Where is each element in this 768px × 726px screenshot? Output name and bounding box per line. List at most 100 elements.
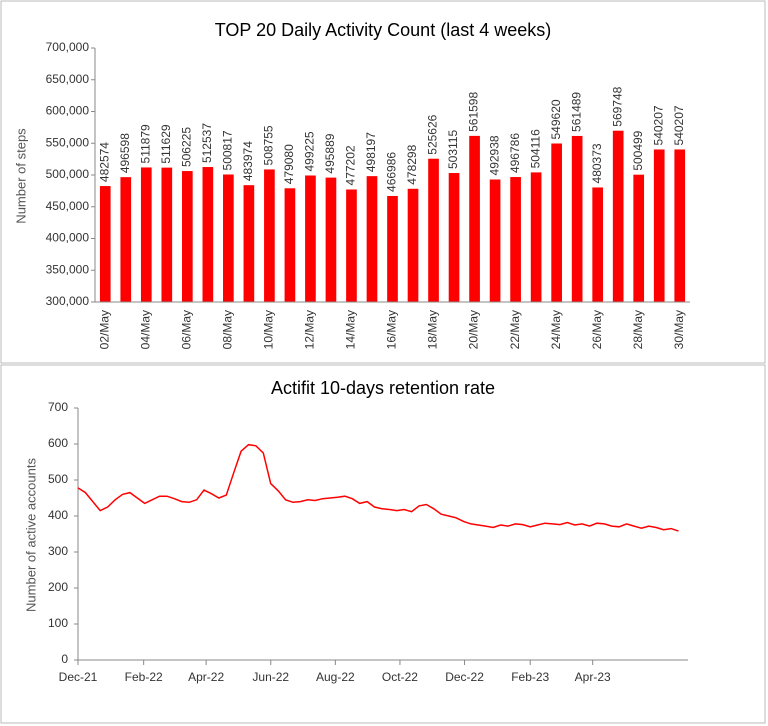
- data-label: 478298: [405, 144, 419, 184]
- y-tick-label: 700,000: [46, 40, 90, 54]
- bar: [140, 167, 152, 302]
- data-label: 525626: [426, 114, 440, 154]
- bar: [571, 135, 583, 302]
- bar: [653, 149, 665, 302]
- x-tick-label: Feb-22: [125, 670, 163, 684]
- x-tick-label: 18/May: [426, 310, 440, 349]
- x-tick-label: 26/May: [590, 310, 604, 349]
- y-axis-label: Number of steps: [13, 128, 28, 224]
- data-label: 503115: [446, 130, 460, 169]
- x-tick-label: Apr-22: [188, 670, 224, 684]
- panel: [0, 0, 766, 364]
- bar: [633, 174, 645, 302]
- bar: [346, 189, 357, 302]
- data-label: 498197: [364, 132, 378, 172]
- x-tick-label: Apr-23: [575, 670, 611, 684]
- x-tick-label: 12/May: [303, 310, 317, 349]
- panel: [0, 364, 766, 724]
- bar: [181, 171, 193, 302]
- data-label: 549620: [549, 99, 563, 139]
- bar: [428, 158, 439, 302]
- y-tick-label: 350,000: [46, 262, 90, 276]
- y-tick-label: 500,000: [46, 167, 90, 181]
- x-tick-label: 16/May: [385, 310, 399, 349]
- data-label: 500817: [221, 130, 235, 170]
- y-tick-label: 400,000: [46, 231, 90, 245]
- chart-title: Actifit 10-days retention rate: [271, 378, 495, 398]
- y-tick-label: 200: [48, 580, 68, 594]
- x-tick-label: 02/May: [97, 310, 111, 349]
- x-tick-label: 24/May: [549, 310, 563, 349]
- bar: [99, 186, 111, 302]
- y-tick-label: 450,000: [46, 199, 90, 213]
- bar: [284, 188, 296, 302]
- bar: [305, 175, 316, 302]
- data-label: 561489: [569, 92, 583, 132]
- bar: [387, 195, 398, 302]
- y-tick-label: 300,000: [46, 294, 90, 308]
- data-label: 508755: [262, 125, 276, 165]
- data-label: 500499: [631, 130, 645, 170]
- bar: [592, 187, 604, 302]
- data-label: 506225: [179, 127, 193, 167]
- bar: [161, 167, 173, 302]
- x-tick-label: 08/May: [221, 310, 235, 349]
- data-label: 466986: [385, 152, 399, 192]
- y-tick-label: 700: [48, 400, 68, 414]
- bar: [489, 179, 501, 302]
- y-tick-label: 550,000: [46, 135, 90, 149]
- bar: [407, 188, 419, 302]
- data-label: 540207: [651, 105, 665, 145]
- bar: [674, 149, 686, 302]
- data-label: 492938: [487, 135, 501, 175]
- x-tick-label: 06/May: [179, 310, 193, 349]
- data-label: 511879: [138, 124, 152, 163]
- data-label: 495889: [323, 133, 337, 173]
- bar: [448, 173, 460, 302]
- y-tick-label: 100: [48, 616, 68, 630]
- data-label: 477202: [344, 145, 358, 185]
- bar: [530, 172, 542, 302]
- bar: [469, 135, 480, 302]
- data-label: 496786: [508, 133, 522, 173]
- bar: [551, 143, 562, 302]
- y-tick-label: 400: [48, 508, 68, 522]
- line-series: [77, 443, 679, 532]
- bar: [612, 130, 624, 302]
- y-axis-label: Number of active accounts: [23, 458, 38, 612]
- bar: [510, 177, 521, 302]
- data-label: 569748: [610, 86, 624, 126]
- bar: [243, 185, 255, 302]
- bar: [264, 169, 275, 302]
- bar: [366, 176, 378, 302]
- x-tick-label: 22/May: [508, 310, 522, 349]
- x-tick-label: Jun-22: [252, 670, 289, 684]
- y-tick-label: 600: [48, 436, 68, 450]
- data-label: 511629: [159, 124, 173, 163]
- x-tick-label: 28/May: [631, 310, 645, 349]
- x-tick-label: 14/May: [344, 310, 358, 349]
- data-label: 496598: [118, 133, 132, 173]
- data-label: 512537: [200, 123, 214, 163]
- y-tick-label: 650,000: [46, 72, 90, 86]
- y-tick-label: 500: [48, 472, 68, 486]
- y-tick-label: 0: [61, 652, 68, 666]
- x-tick-label: 04/May: [138, 310, 152, 349]
- data-label: 479080: [282, 144, 296, 184]
- y-tick-label: 600,000: [46, 104, 90, 118]
- x-tick-label: Dec-21: [59, 670, 98, 684]
- bar: [120, 177, 132, 302]
- data-label: 504116: [528, 129, 542, 168]
- y-tick-label: 300: [48, 544, 68, 558]
- x-tick-label: 30/May: [672, 310, 686, 349]
- x-tick-label: Feb-23: [511, 670, 549, 684]
- data-label: 561598: [467, 92, 481, 132]
- bar: [325, 177, 337, 302]
- x-tick-label: 10/May: [262, 310, 276, 349]
- x-tick-label: 20/May: [467, 310, 481, 349]
- data-label: 540207: [672, 105, 686, 145]
- data-label: 483974: [241, 141, 255, 181]
- bar: [223, 174, 234, 302]
- chart-title: TOP 20 Daily Activity Count (last 4 week…: [215, 20, 551, 40]
- data-label: 482574: [97, 142, 111, 182]
